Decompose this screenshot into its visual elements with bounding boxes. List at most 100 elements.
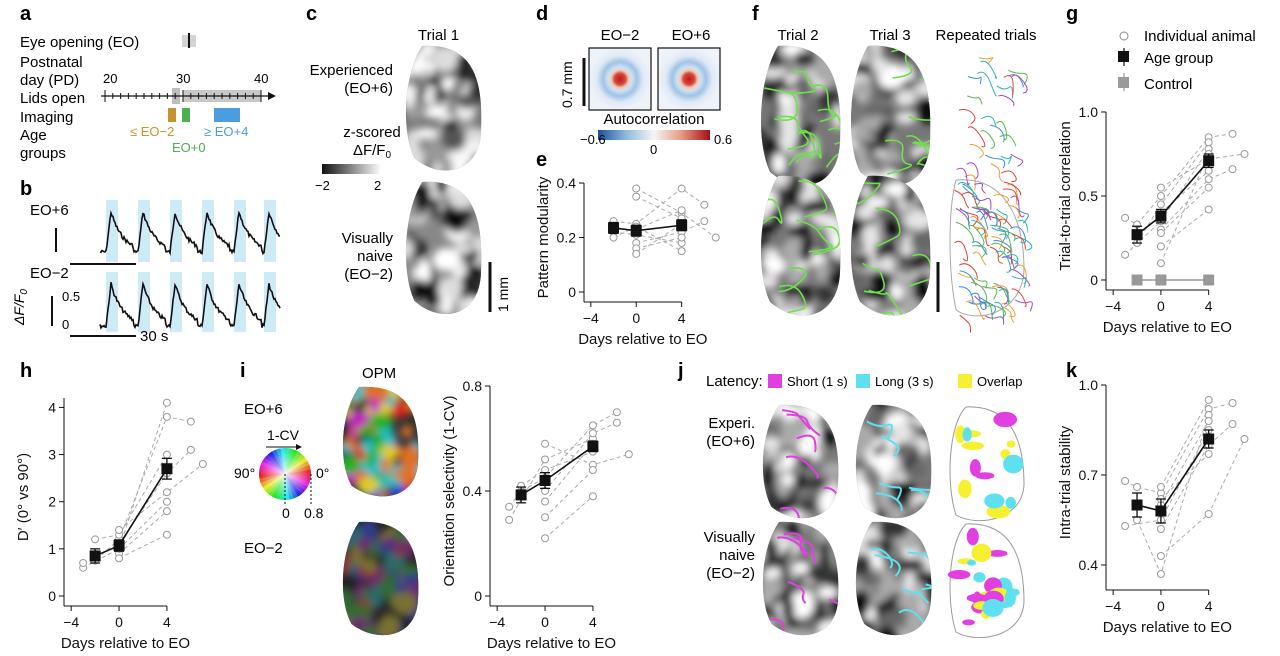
e-animal-point: [677, 233, 686, 242]
j-overlap-patch: [1004, 590, 1016, 607]
legend-individual: Individual animal: [1144, 28, 1256, 45]
f-contour: [958, 286, 974, 304]
i-animal-point: [588, 466, 597, 474]
f-contour: [1008, 205, 1020, 219]
f-maps: [760, 45, 1033, 333]
g-animal-point: [1204, 138, 1213, 147]
k-xtick-label: 0: [1157, 598, 1165, 614]
f-contour: [980, 60, 997, 79]
g-animal-point: [1204, 183, 1213, 192]
k-animal-line: [1160, 453, 1210, 500]
i-animal-point: [541, 534, 550, 543]
f-contour: [974, 182, 986, 194]
i-animal-line: [544, 495, 594, 539]
k-ylabel: Intra-trial stability: [1057, 425, 1074, 539]
c-scale-label: 1 mm: [495, 277, 511, 312]
f-outline: [885, 48, 931, 186]
panel-e-label: e: [536, 149, 547, 171]
e-animal-point: [632, 249, 641, 258]
g-animal-line: [1124, 133, 1233, 226]
panel-h: h 0 1 2 3 4 −4 0 4 Days relative to EO D′ (0° vs …: [15, 360, 207, 652]
c-naive-1: Visually: [342, 230, 394, 247]
f-contour: [978, 296, 996, 316]
f-contour: [967, 126, 986, 148]
j-legend-long: Long (3 s): [875, 374, 934, 389]
imaging-bar-eo-minus2: [168, 108, 176, 122]
j-overlap-patch: [982, 598, 1004, 617]
age-label-eo-plus4: ≥ EO+4: [204, 124, 248, 139]
g-animal-point: [1204, 166, 1213, 175]
f-contour: [1010, 153, 1024, 167]
stim-bar: [106, 200, 118, 262]
i-animal-point: [588, 421, 597, 430]
g-animal-point: [1204, 205, 1213, 214]
panel-a-label: a: [20, 3, 32, 25]
j-legend-swatch-overlap: [958, 374, 972, 388]
j-overlap-patch: [987, 549, 1008, 557]
f-contour: [979, 208, 992, 221]
axis-tick-20: 20: [103, 71, 117, 86]
h-animal-point: [79, 559, 88, 567]
f-contour: [985, 154, 1006, 169]
e-axes: [579, 182, 683, 307]
i-opm-maps: [342, 386, 419, 636]
i-ytick-label: 0: [474, 588, 482, 604]
i-animal-line: [508, 438, 594, 521]
f-contour: [996, 85, 1014, 99]
f-activity-map: [760, 45, 841, 186]
h-animal-point: [162, 412, 171, 421]
f-contour: [967, 76, 982, 84]
e-animal-line: [636, 237, 682, 249]
g-animal-point: [1228, 129, 1237, 138]
i-axes: [485, 385, 594, 611]
c-naive-2: naive: [357, 248, 393, 265]
i-animal-line: [508, 411, 618, 508]
e-animal-point: [632, 192, 641, 201]
g-animal-line: [1160, 187, 1210, 234]
f-contour: [1010, 226, 1027, 244]
f-contour: [996, 120, 1008, 141]
c-experienced-2: (EO+6): [344, 80, 393, 97]
d-colorbar: [598, 130, 710, 140]
f-contour: [966, 162, 979, 180]
h-animal-point: [162, 530, 171, 539]
i-wheel-90: 90°: [234, 465, 255, 481]
i-age_group-point: [515, 489, 527, 501]
panel-i: i OPM EO+6 EO−2 1-CV 90° 0° 0 0.8 0 0.4 0.…: [234, 360, 633, 652]
f-contour: [1001, 256, 1015, 269]
f-contour: [955, 221, 975, 243]
k-age_group-point: [1131, 499, 1143, 511]
row-eye-opening: Eye opening (EO): [20, 34, 139, 51]
e-animal-point: [700, 200, 709, 209]
j-latency-maps: [762, 404, 1025, 639]
k-animal-line: [1160, 438, 1245, 557]
j-legend-swatch-short: [768, 374, 782, 388]
legend-agegroup: Age group: [1144, 50, 1213, 67]
h-ytick-label: 0: [48, 588, 56, 604]
i-animal-point: [505, 515, 514, 524]
j-overlap-patch: [971, 543, 992, 563]
f-contour: [1014, 299, 1033, 312]
k-axes: [1101, 384, 1210, 595]
f-activity-map: [850, 175, 931, 316]
panel-b-label: b: [20, 178, 32, 200]
row-age: Age: [20, 127, 47, 144]
i-animal-line: [544, 469, 594, 518]
g-animal-point: [1156, 192, 1165, 200]
e-xlabel: Days relative to EO: [578, 331, 707, 348]
e-ytick-label: 0.2: [557, 230, 577, 246]
i-animal-point: [505, 502, 514, 511]
j-overlap-patch: [947, 570, 971, 580]
j-legend-overlap: Overlap: [977, 374, 1023, 389]
legend-control: Control: [1144, 76, 1192, 93]
g-axes: [1101, 111, 1210, 295]
stim-bar: [264, 272, 276, 332]
f-contour: [957, 272, 977, 287]
h-animal-point: [162, 497, 171, 506]
i-opm-map-eo-plus6: [342, 386, 419, 497]
k-animal-line: [1136, 414, 1210, 576]
e-age_group-point: [630, 225, 642, 237]
i-wheel-0: 0°: [316, 465, 329, 481]
g-age_group-point: [1131, 229, 1143, 241]
f-contour: [990, 224, 1010, 240]
